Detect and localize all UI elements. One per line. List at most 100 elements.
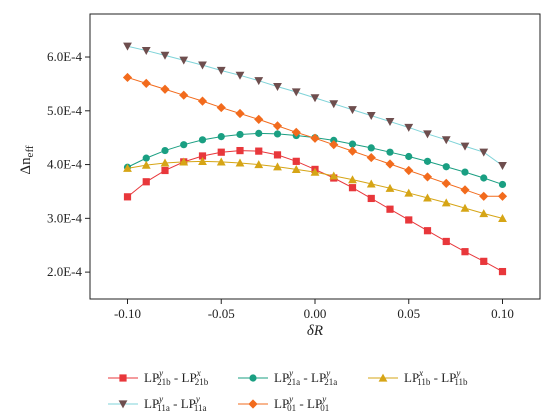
data-point [273,82,282,91]
data-point [235,158,245,167]
data-point [254,77,264,86]
data-point [217,148,225,156]
data-point [348,184,357,192]
legend-item-2: LPy 21a - LPy 21a [238,368,337,387]
data-point [254,160,264,169]
data-point [292,157,300,165]
data-point [198,156,207,165]
data-point [160,51,170,60]
data-point [291,127,301,137]
data-point [123,193,132,201]
data-point [461,248,469,256]
legend-label: LPx 11b - LPy 11b [404,368,468,387]
data-point [273,130,282,138]
data-point [248,399,258,409]
data-point [141,160,151,169]
x-tick-label: -0.05 [208,306,235,321]
data-point [498,180,507,189]
data-point [442,163,450,171]
data-point [461,168,469,176]
data-point [216,102,226,113]
data-point [180,141,188,149]
series-4 [123,42,507,171]
data-point [404,123,414,132]
data-point [161,166,169,175]
svg-text:Δneff: Δneff [18,145,36,175]
data-point [236,146,244,155]
data-point [329,100,339,109]
y-axis-title: Δneff [18,145,36,175]
data-point [249,374,257,382]
plot-area-border [89,13,541,300]
data-point [423,130,432,139]
data-point [272,121,283,131]
data-point [142,178,150,186]
data-point [216,157,226,166]
x-tick-label: 0.05 [397,306,420,321]
data-point [291,88,301,97]
y-axis: 2.0E-4 3.0E-4 4.0E-4 5.0E-4 6.0E-4 [47,49,90,279]
y-tick-label: 4.0E-4 [47,157,83,172]
data-point [385,159,395,169]
data-point [179,90,189,100]
data-point [235,108,245,119]
data-point [479,148,489,157]
data-point [255,129,263,137]
data-point [216,66,226,75]
data-point [423,193,432,202]
data-point [310,94,320,103]
data-point [141,46,151,55]
data-point [141,78,151,88]
y-tick-label: 6.0E-4 [47,49,83,64]
data-point [348,106,357,115]
legend-label: LPy 21a - LPy 21a [274,368,337,387]
y-tick-label: 5.0E-4 [47,103,83,118]
y-tick-label: 3.0E-4 [47,210,83,225]
data-point [442,237,450,246]
data-point [198,61,207,70]
data-point [423,227,432,235]
legend-label: LPy 11a - LPy 11a [144,394,207,413]
data-point [254,114,264,124]
data-point [460,142,470,151]
data-point [347,146,358,156]
data-point [198,136,207,144]
data-point [441,198,451,207]
data-point [367,144,375,152]
data-point [122,72,133,83]
data-point [385,117,395,126]
data-point [378,373,388,382]
legend-label: LPy 01 - LPy 01 [274,394,329,413]
data-point [348,175,357,184]
data-point [291,165,301,174]
y-axis-title-sub: eff [24,145,36,157]
data-point [460,185,470,195]
data-point [236,130,244,139]
data-point [123,42,132,51]
data-point [329,140,339,150]
series-3 [123,156,507,222]
data-point [118,400,128,409]
data-point [386,205,394,213]
data-point [498,267,507,276]
data-point [198,152,207,160]
data-point [366,179,376,188]
data-point [386,148,394,156]
data-point [160,84,170,94]
data-point [273,151,282,159]
data-point [404,165,414,176]
legend: LPy 21b - LPx 21b LPy 21a - LPy 21a LPx 11b - L… [108,368,468,413]
y-tick-label: 2.0E-4 [47,264,83,279]
data-point [123,163,132,172]
data-point [161,146,169,155]
x-axis-title: δR [307,323,323,339]
data-point [441,178,451,188]
data-point [422,172,433,182]
data-point [348,140,357,148]
series-1 [123,146,507,276]
data-point [255,147,263,155]
plot-frame [89,13,541,300]
x-tick-label: 0.00 [304,306,327,321]
data-point [405,152,413,161]
